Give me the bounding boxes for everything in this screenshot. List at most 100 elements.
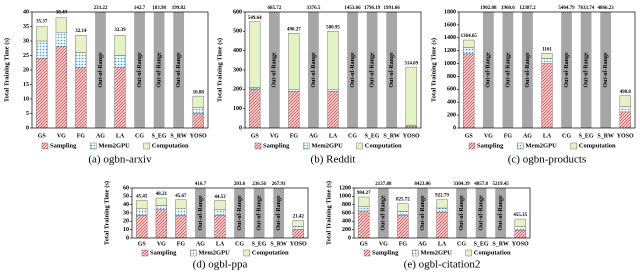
y-tick-label: 40 xyxy=(123,202,129,208)
out-of-range-bar xyxy=(347,12,358,128)
legend-swatch xyxy=(363,249,371,257)
plot-frame xyxy=(31,11,209,129)
y-tick-label: 0 xyxy=(126,235,129,241)
x-tick-label: VG xyxy=(379,241,388,247)
out-of-range-label: Out-of-Range xyxy=(311,52,317,88)
bar-segment xyxy=(327,91,339,128)
x-tick-label: VG xyxy=(57,133,66,139)
y-tick-label: 800 xyxy=(342,202,351,208)
legend-label: Mem2GPU xyxy=(98,142,130,149)
x-tick-label: LA xyxy=(329,133,338,139)
chart-panel: 0 5 10 15 20 25 30 35 40 Total Training Time (s) 3… xyxy=(3,6,209,166)
legend-swatch xyxy=(356,142,363,150)
y-tick-label: 40 xyxy=(23,9,29,15)
x-tick-label: YOSO xyxy=(617,133,634,139)
total-label: 1991.66 xyxy=(384,6,401,11)
out-of-range-label: Out-of-Range xyxy=(583,52,589,88)
out-of-range-bar xyxy=(253,188,265,238)
bar-segment xyxy=(175,208,187,216)
out-of-range-bar xyxy=(561,12,572,128)
y-tick-label: 200 xyxy=(233,87,242,93)
bar-segment xyxy=(55,32,67,47)
x-tick-label: CG xyxy=(348,133,357,139)
y-tick-label: 20 xyxy=(123,219,129,225)
total-label: 455.35 xyxy=(513,213,527,218)
bar-segment xyxy=(192,95,204,108)
chart-panel: 0 200 400 600 800 1000 1200 Total Training Time… xyxy=(325,181,531,271)
legend-swatch xyxy=(570,142,577,150)
out-of-range-bar xyxy=(134,12,145,128)
out-of-range-label: Out-of-Range xyxy=(486,52,492,88)
out-of-range-label: Out-of-Range xyxy=(389,52,395,88)
legend-swatch xyxy=(465,249,472,257)
y-tick-label: 1800 xyxy=(444,9,456,15)
y-tick-label: 1400 xyxy=(444,35,456,41)
bar-segment xyxy=(358,210,370,238)
y-tick-label: 1200 xyxy=(339,185,351,191)
bars xyxy=(249,12,417,128)
bars xyxy=(36,12,204,128)
out-of-range-bar xyxy=(475,188,487,238)
y-tick-label: 30 xyxy=(123,210,129,216)
chart-caption: (c) ogbn-products xyxy=(508,154,587,166)
y-tick-label: 1000 xyxy=(339,194,351,200)
bar-segment xyxy=(36,40,48,59)
y-tick-label: 600 xyxy=(342,210,351,216)
legend-label: Computation xyxy=(252,249,289,256)
x-tick-label: AG xyxy=(309,133,318,139)
total-label: 5219.45 xyxy=(493,182,510,187)
bar-segment xyxy=(397,214,409,238)
bar-segment xyxy=(114,55,126,68)
x-tick-label: YOSO xyxy=(290,241,307,247)
bar-segment xyxy=(436,207,448,213)
x-tick-label: LA xyxy=(543,133,552,139)
total-label: 35.37 xyxy=(36,20,48,25)
x-tick-label: S_EG xyxy=(365,133,380,139)
bar-segment xyxy=(514,226,526,231)
y-tick-label: 10 xyxy=(23,96,29,102)
bar-segment xyxy=(463,53,475,128)
legend-label: Computation xyxy=(579,142,616,149)
legend-label: Mem2GPU xyxy=(525,142,557,149)
total-label: 4857.8 xyxy=(474,182,488,187)
out-of-range-label: Out-of-Range xyxy=(478,195,484,231)
bar-segment xyxy=(192,113,204,128)
y-tick-label: 1600 xyxy=(444,22,456,28)
x-tick-label: VG xyxy=(484,133,493,139)
bar-segment xyxy=(36,58,48,128)
total-label: 500.95 xyxy=(326,25,340,30)
out-of-range-bar xyxy=(600,12,612,128)
x-tick-label: S_EG xyxy=(152,133,167,139)
bar-segment xyxy=(541,63,553,128)
legend-label: Mem2GPU xyxy=(311,142,343,149)
legend-swatch xyxy=(141,249,149,257)
total-label: 32.39 xyxy=(114,28,126,33)
out-of-range-bar xyxy=(308,12,319,128)
out-of-range-label: Out-of-Range xyxy=(137,52,143,88)
x-tick-label: S_RW xyxy=(270,241,286,247)
y-axis-label: Total Training Time (s) xyxy=(3,38,10,102)
total-label: 267.93 xyxy=(272,182,286,187)
x-tick-label: S_RW xyxy=(597,133,613,139)
total-label: 48.21 xyxy=(156,192,168,197)
bar-segment xyxy=(214,209,226,216)
out-of-range-label: Out-of-Range xyxy=(276,195,282,231)
bar-segment xyxy=(136,200,148,210)
x-tick-label: S_RW xyxy=(170,133,186,139)
plot-frame xyxy=(353,187,531,239)
bar-segment xyxy=(114,35,126,56)
x-tick-label: VG xyxy=(157,241,166,247)
y-tick-label: 60 xyxy=(123,185,129,191)
total-label: 685.72 xyxy=(267,6,281,11)
total-label: 7633.74 xyxy=(578,6,595,11)
bar-segment xyxy=(155,209,167,238)
bar-segment xyxy=(249,87,261,90)
bar-segment xyxy=(75,35,87,53)
y-tick-label: 50 xyxy=(123,194,129,200)
legend-label: Sampling xyxy=(372,249,399,256)
y-tick-label: 300 xyxy=(233,67,242,73)
out-of-range-label: Out-of-Range xyxy=(459,195,465,231)
out-of-range-bar xyxy=(366,12,378,128)
legend-label: Sampling xyxy=(150,249,177,256)
